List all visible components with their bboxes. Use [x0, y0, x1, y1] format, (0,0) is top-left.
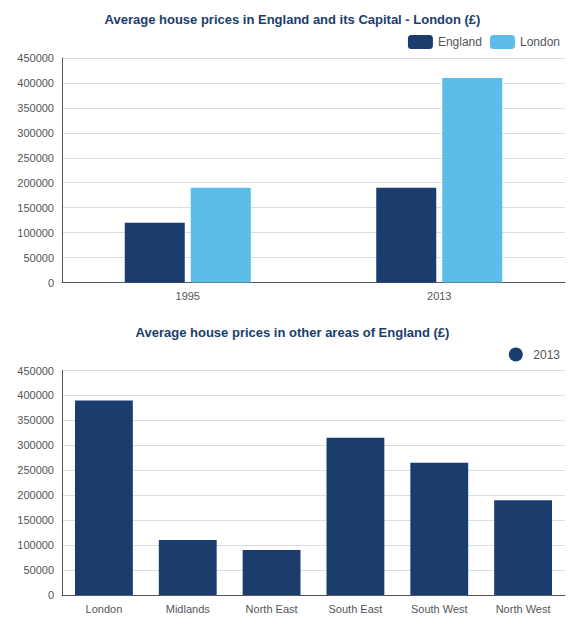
svg-text:200000: 200000 [17, 489, 54, 501]
svg-text:100000: 100000 [17, 227, 54, 239]
svg-text:North East: North East [246, 603, 298, 615]
svg-text:450000: 450000 [17, 52, 54, 64]
svg-text:0: 0 [48, 589, 54, 601]
svg-text:0: 0 [48, 277, 54, 289]
svg-text:350000: 350000 [17, 414, 54, 426]
svg-text:250000: 250000 [17, 152, 54, 164]
svg-text:Average house prices in Englan: Average house prices in England and its … [105, 12, 481, 27]
svg-text:South East: South East [329, 603, 383, 615]
svg-text:London: London [86, 603, 123, 615]
svg-text:England: England [438, 35, 482, 49]
svg-text:400000: 400000 [17, 77, 54, 89]
svg-text:150000: 150000 [17, 202, 54, 214]
svg-text:London: London [520, 35, 560, 49]
svg-text:North West: North West [496, 603, 551, 615]
svg-text:250000: 250000 [17, 464, 54, 476]
svg-text:Midlands: Midlands [166, 603, 211, 615]
svg-text:350000: 350000 [17, 102, 54, 114]
svg-text:150000: 150000 [17, 514, 54, 526]
svg-text:200000: 200000 [17, 177, 54, 189]
svg-text:300000: 300000 [17, 439, 54, 451]
svg-text:50000: 50000 [23, 252, 54, 264]
svg-text:2013: 2013 [427, 290, 451, 302]
svg-text:300000: 300000 [17, 127, 54, 139]
svg-text:450000: 450000 [17, 365, 54, 377]
svg-text:2013: 2013 [533, 348, 560, 362]
svg-text:South West: South West [411, 603, 468, 615]
svg-text:50000: 50000 [23, 564, 54, 576]
svg-text:1995: 1995 [176, 290, 200, 302]
svg-text:Average house prices in other: Average house prices in other areas of E… [136, 325, 450, 340]
svg-text:100000: 100000 [17, 539, 54, 551]
svg-text:400000: 400000 [17, 389, 54, 401]
